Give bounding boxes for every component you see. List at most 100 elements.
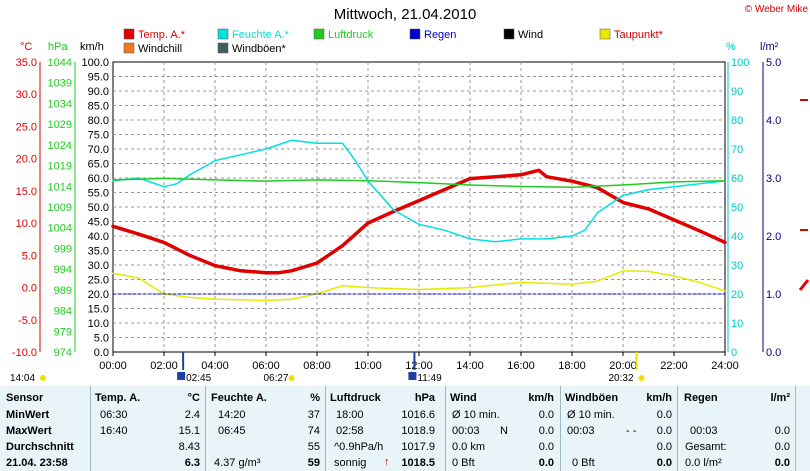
- pressure-tick-label: 1029: [48, 119, 72, 131]
- wind-bft: 0 Bft: [452, 457, 475, 469]
- legend-swatch: [217, 42, 229, 54]
- pressure-tick-label: 1034: [48, 98, 72, 110]
- rain-max-time: 00:03: [690, 425, 718, 437]
- rain-tick-label: 2.0: [766, 231, 781, 243]
- temp-tick-label: 35.0: [16, 57, 37, 69]
- x-tick-label: 12:00: [405, 360, 433, 372]
- rain-tick-label: 0.0: [766, 347, 781, 359]
- gust-min-label: Ø 10 min.: [567, 409, 615, 421]
- temp-now: 6.3: [184, 457, 200, 469]
- rain-axis-unit: l/m²: [760, 41, 779, 53]
- sun-icon: [288, 375, 295, 381]
- humidity-tick-label: 50: [731, 202, 743, 214]
- stats-header-press: Luftdruck: [330, 392, 381, 404]
- gust-min: 0.0: [656, 409, 672, 421]
- temp-tick-label: 20.0: [16, 154, 37, 166]
- stats-row-max: MaxWert: [6, 425, 52, 437]
- humidity-tick-label: 40: [731, 231, 743, 243]
- hum-max-time: 06:45: [218, 425, 246, 437]
- hum-max: 74: [307, 425, 320, 437]
- x-tick-label: 10:00: [354, 360, 382, 372]
- pressure-tick-label: 1009: [48, 202, 72, 214]
- hum-now: 59: [307, 457, 320, 469]
- daylight-start-time: 06:27: [263, 373, 288, 384]
- pressure-tick-label: 1039: [48, 78, 72, 90]
- gust-avg: 0.0: [656, 441, 672, 453]
- stats-row-avg: Durchschnitt: [6, 441, 74, 453]
- wind-tick-label: 45.0: [88, 217, 109, 229]
- legend-label: Windböen*: [232, 43, 287, 55]
- stats-header-wind-unit: km/h: [528, 392, 554, 404]
- x-tick-label: 16:00: [507, 360, 535, 372]
- wind-avg-label: 0.0 km: [452, 441, 486, 453]
- pressure-tick-label: 994: [54, 264, 72, 276]
- rain-tick-label: 5.0: [766, 57, 781, 69]
- temp-tick-label: 25.0: [16, 121, 37, 133]
- time-markers: 14:04 02:45 06:27 11:49 20:32: [10, 352, 645, 384]
- legend-swatch: [599, 28, 611, 40]
- x-tick-label: 06:00: [252, 360, 280, 372]
- series-feuchte-a: [112, 139, 726, 243]
- plot-area: [111, 61, 727, 353]
- legend-swatch: [217, 28, 229, 40]
- wind-now: 0.0: [538, 457, 554, 469]
- gust-bft: 0 Bft: [572, 457, 595, 469]
- temp-tick-label: -5.0: [18, 315, 37, 327]
- wind-avg: 0.0: [538, 441, 554, 453]
- wind-tick-label: 25.0: [88, 275, 109, 287]
- hum-abs: 4.37 g/m³: [214, 457, 261, 469]
- temp-tick-label: -10.0: [12, 347, 37, 359]
- axes: 00:00 02:00 04:00 06:00 08:00 10:00 12:00 14:00…: [12, 41, 810, 372]
- series-luftdruck: [112, 177, 726, 189]
- pressure-tick-label: 984: [54, 306, 72, 318]
- status-time: 14:04: [10, 373, 35, 384]
- wind-tick-label: 0.0: [94, 347, 109, 359]
- press-now: 1018.5: [401, 457, 435, 469]
- wind-axis-unit: km/h: [80, 41, 104, 53]
- wind-tick-label: 30.0: [88, 260, 109, 272]
- legend: Temp. A.* Feuchte A.* Luftdruck Regen Wind Ta…: [123, 28, 664, 55]
- x-tick-label: 20:00: [609, 360, 637, 372]
- stats-row-now: 21.04. 23:58: [6, 457, 68, 469]
- hum-min-time: 14:20: [218, 409, 246, 421]
- gust-max: 0.0: [656, 425, 672, 437]
- wind-tick-label: 15.0: [88, 304, 109, 316]
- rain-now: 0.0: [774, 457, 790, 469]
- wind-tick-label: 55.0: [88, 188, 109, 200]
- pressure-axis-unit: hPa: [48, 41, 68, 53]
- copyright-label: © Weber Mike: [744, 4, 808, 15]
- x-tick-label: 04:00: [201, 360, 229, 372]
- temp-avg: 8.43: [178, 441, 200, 453]
- stats-header-hum-unit: %: [310, 392, 320, 404]
- temp-max: 15.1: [178, 425, 200, 437]
- stats-header-sensor: Sensor: [6, 392, 44, 404]
- rain-tick-label: 1.0: [766, 289, 781, 301]
- wind-tick-label: 40.0: [88, 231, 109, 243]
- stats-header-press-unit: hPa: [414, 392, 435, 404]
- stats-header-gust: Windböen: [565, 392, 619, 404]
- pressure-tick-label: 989: [54, 285, 72, 297]
- pressure-tick-label: 1014: [48, 181, 72, 193]
- gust-max-time: 00:03: [567, 425, 595, 437]
- humidity-tick-label: 0: [731, 347, 737, 359]
- x-tick-label: 22:00: [660, 360, 688, 372]
- humidity-tick-label: 70: [731, 144, 743, 156]
- wind-tick-label: 50.0: [88, 202, 109, 214]
- press-avg: 1017.9: [401, 441, 435, 453]
- x-tick-label: 18:00: [558, 360, 586, 372]
- wind-tick-label: 95.0: [88, 72, 109, 84]
- x-tick-label: 24:00: [711, 360, 739, 372]
- humidity-tick-label: 90: [731, 86, 743, 98]
- legend-label: Regen: [424, 29, 456, 41]
- legend-label: Feuchte A.*: [232, 29, 290, 41]
- wind-tick-label: 90.0: [88, 86, 109, 98]
- temp-tick-label: 15.0: [16, 186, 37, 198]
- temp-min: 2.4: [184, 409, 200, 421]
- wind-tick-label: 100.0: [81, 57, 109, 69]
- temp-tick-label: 10.0: [16, 218, 37, 230]
- stats-header-temp-unit: °C: [187, 392, 200, 404]
- x-tick-label: 02:00: [150, 360, 178, 372]
- temp-max-time: 16:40: [100, 425, 128, 437]
- wind-tick-label: 5.0: [94, 333, 109, 345]
- stats-header-rain-unit: l/m²: [770, 392, 790, 404]
